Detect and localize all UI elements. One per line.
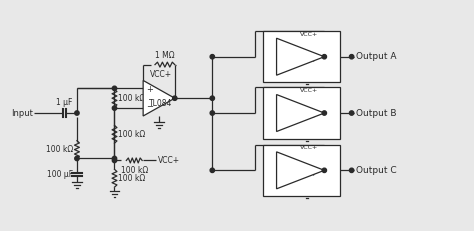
Polygon shape [143, 80, 175, 116]
Circle shape [322, 168, 327, 173]
Circle shape [173, 96, 177, 100]
Text: −: − [279, 39, 285, 48]
Text: Output C: Output C [356, 166, 396, 175]
Text: −: − [279, 95, 285, 104]
Polygon shape [276, 38, 324, 75]
Text: 100 kΩ: 100 kΩ [118, 94, 146, 103]
Text: −: − [146, 103, 153, 112]
Bar [263, 145, 340, 196]
Text: VCC+: VCC+ [300, 88, 318, 93]
Circle shape [349, 55, 354, 59]
Text: Output B: Output B [356, 109, 396, 118]
Text: 100 kΩ: 100 kΩ [118, 174, 146, 183]
Text: −: − [279, 152, 285, 161]
Circle shape [112, 158, 117, 163]
Text: +: + [279, 122, 285, 131]
Circle shape [75, 156, 79, 161]
Circle shape [322, 55, 327, 59]
Circle shape [112, 156, 117, 161]
Polygon shape [276, 152, 324, 189]
Circle shape [210, 55, 214, 59]
Circle shape [322, 111, 327, 115]
Bar [263, 31, 340, 82]
Circle shape [210, 96, 214, 100]
Text: +: + [279, 66, 285, 75]
Text: TL084: TL084 [149, 99, 173, 108]
Text: TL084: TL084 [297, 115, 316, 119]
Text: 100 kΩ: 100 kΩ [120, 166, 148, 175]
Text: 100 kΩ: 100 kΩ [118, 130, 146, 139]
Text: VCC+: VCC+ [300, 31, 318, 36]
Text: Input: Input [11, 109, 33, 118]
Text: +: + [279, 179, 285, 188]
Circle shape [349, 168, 354, 173]
Circle shape [112, 106, 117, 110]
Text: VCC+: VCC+ [158, 156, 180, 165]
Bar [263, 87, 340, 139]
Text: TL084: TL084 [297, 172, 316, 177]
Polygon shape [276, 94, 324, 131]
Text: 100 kΩ: 100 kΩ [46, 145, 73, 154]
Text: TL084: TL084 [297, 58, 316, 63]
Circle shape [210, 111, 214, 115]
Circle shape [75, 111, 79, 115]
Text: 1 MΩ: 1 MΩ [155, 51, 175, 60]
Circle shape [210, 168, 214, 173]
Text: Output A: Output A [356, 52, 396, 61]
Text: VCC+: VCC+ [300, 145, 318, 150]
Text: +: + [146, 85, 153, 94]
Circle shape [112, 86, 117, 91]
Circle shape [349, 111, 354, 115]
Text: VCC+: VCC+ [150, 70, 172, 79]
Text: 100 μF: 100 μF [47, 170, 73, 179]
Text: 1 μF: 1 μF [56, 98, 73, 107]
